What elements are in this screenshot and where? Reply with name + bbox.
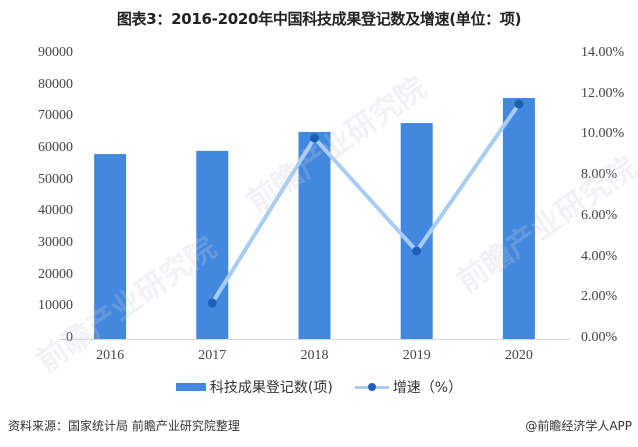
y-right-tick: 6.00% xyxy=(581,207,618,223)
chart-title: 图表3：2016-2020年中国科技成果登记数及增速(单位：项) xyxy=(116,10,522,28)
x-tick: 2017 xyxy=(198,348,227,363)
legend: 科技成果登记数(项) 增速（%） xyxy=(0,377,638,397)
y-left-tick: 40000 xyxy=(38,203,73,219)
y-right-tick: 4.00% xyxy=(581,248,618,264)
growth-line[interactable] xyxy=(210,102,521,305)
y-right-tick: 10.00% xyxy=(581,126,625,142)
y-left-tick: 20000 xyxy=(38,266,73,282)
growth-point[interactable] xyxy=(207,298,217,308)
y-left-tick: 10000 xyxy=(38,298,73,314)
bar-2016[interactable] xyxy=(94,154,127,339)
legend-bar-label: 科技成果登记数(项) xyxy=(209,380,333,396)
bar-2020[interactable] xyxy=(502,98,535,340)
x-tick: 2016 xyxy=(96,348,125,363)
x-tick: 2020 xyxy=(504,348,533,363)
growth-point[interactable] xyxy=(514,99,524,109)
legend-item-line[interactable]: 增速（%） xyxy=(354,377,463,397)
y-right-tick: 14.00% xyxy=(581,45,625,60)
y-left-tick: 0 xyxy=(66,330,73,345)
source-note: 资料来源：国家统计局 前瞻产业研究院整理 xyxy=(8,419,240,433)
y-right-tick: 8.00% xyxy=(581,167,618,183)
y-right-tick: 12.00% xyxy=(581,85,625,101)
legend-item-bar[interactable]: 科技成果登记数(项) xyxy=(175,377,333,397)
growth-point[interactable] xyxy=(310,133,319,143)
growth-point[interactable] xyxy=(412,246,422,256)
bar-2017[interactable] xyxy=(196,150,229,339)
y-left-tick: 70000 xyxy=(38,108,73,124)
y-left-tick: 30000 xyxy=(38,235,73,250)
y-left-tick: 80000 xyxy=(38,76,73,92)
y-right-tick: 2.00% xyxy=(581,289,618,305)
x-tick: 2018 xyxy=(300,348,329,363)
x-tick: 2019 xyxy=(402,348,431,363)
legend-bar-swatch xyxy=(175,383,206,391)
y-left-tick: 60000 xyxy=(38,140,73,155)
y-right-tick: 0.00% xyxy=(581,330,618,345)
brand-credit: @前瞻经济学人APP xyxy=(525,419,632,433)
legend-line-label: 增速（%） xyxy=(392,380,463,396)
y-left-tick: 90000 xyxy=(38,45,73,60)
legend-line-swatch xyxy=(354,382,389,392)
bar-2019[interactable] xyxy=(400,123,433,340)
bar-2018[interactable] xyxy=(298,131,331,339)
y-left-tick: 50000 xyxy=(38,171,73,187)
